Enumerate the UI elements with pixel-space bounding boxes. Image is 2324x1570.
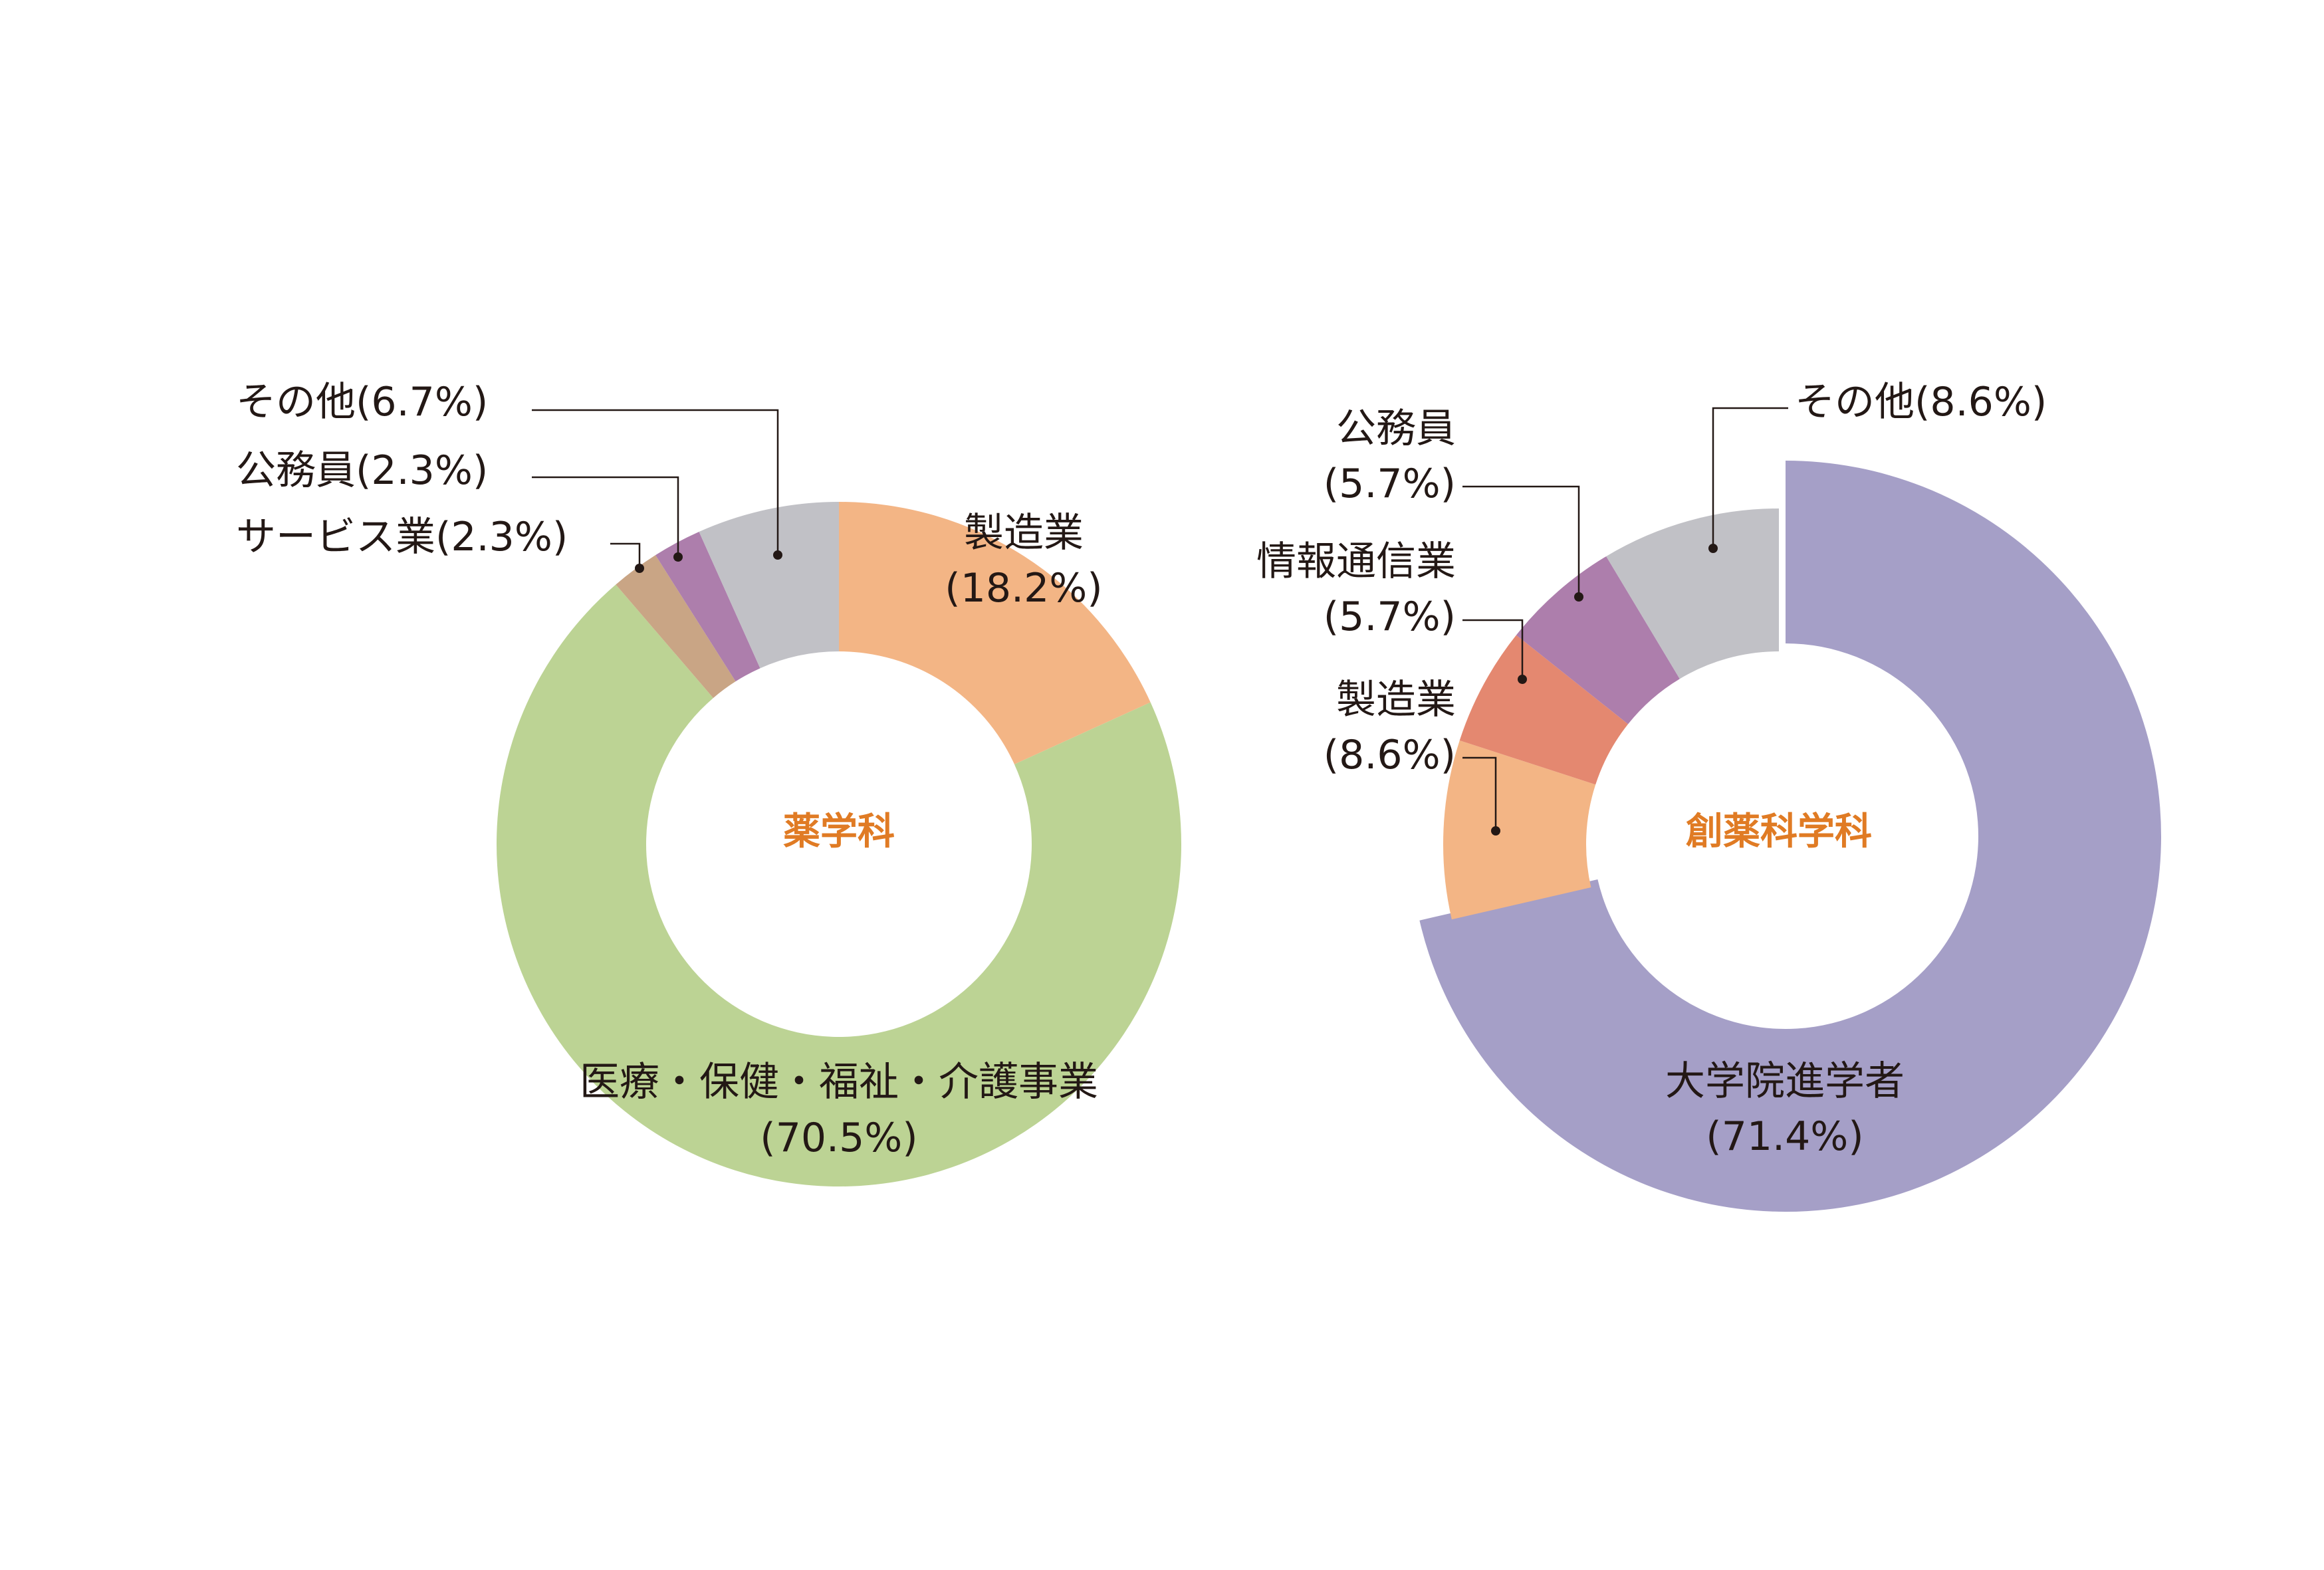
slice-label-manufacturing: 製造業: [964, 510, 1084, 556]
svg-text:サービス業(2.3%): サービス業(2.3%): [236, 514, 568, 560]
slice-pct-ict-right: (5.7%): [1324, 594, 1456, 640]
slice-pct-medical: (70.5%): [760, 1115, 917, 1161]
svg-text:その他(8.6%): その他(8.6%): [1795, 379, 2047, 425]
donut-chart-pharmacy: [497, 502, 1182, 1186]
leader-dot-public-servant: [673, 552, 683, 562]
donut-slice: [655, 531, 760, 682]
leader-dot-other-right: [1708, 544, 1718, 553]
leader-line-public-servant: [532, 476, 679, 557]
slice-label-service: サービス業: [236, 514, 435, 560]
center-label-pharmacy: 薬学科: [783, 810, 895, 853]
slice-label-medical: 医療・保健・福祉・介護事業: [580, 1059, 1098, 1105]
slice-label-other: その他: [236, 379, 356, 425]
leader-line-other: [532, 409, 779, 555]
leader-dot-service: [635, 564, 644, 573]
donut-slice: [497, 584, 1182, 1186]
slice-label-public-servant-right: 公務員: [1336, 405, 1456, 452]
donut-slice: [839, 502, 1151, 764]
donut-slice: [1419, 461, 2162, 1212]
slice-label-other-right: その他: [1795, 379, 1915, 425]
leader-line-public-servant-right: [1462, 485, 1580, 597]
slice-pct-public-servant-right: (5.7%): [1324, 461, 1456, 507]
leader-line-ict-right: [1462, 619, 1524, 679]
donut-slice: [616, 555, 736, 699]
slice-label-public-servant: 公務員: [236, 447, 356, 494]
donut-slice: [699, 502, 839, 669]
slice-label-manufacturing-right: 製造業: [1336, 677, 1456, 723]
leader-dot-other: [773, 550, 782, 560]
leader-dot-ict-right: [1518, 675, 1527, 684]
leader-dot-public-servant-right: [1574, 592, 1583, 602]
slice-label-graduate-school: 大学院進学者: [1665, 1058, 1905, 1105]
slice-pct-manufacturing-right: (8.6%): [1324, 732, 1456, 778]
leader-dot-manufacturing-right: [1491, 826, 1500, 836]
leader-line-other-right: [1712, 407, 1788, 548]
slice-pct-service: (2.3%): [435, 514, 568, 560]
slice-pct-other-right: (8.6%): [1915, 379, 2047, 425]
slice-pct-graduate-school: (71.4%): [1706, 1113, 1863, 1160]
slice-pct-other: (6.7%): [356, 379, 488, 425]
svg-text:公務員(2.3%): 公務員(2.3%): [236, 447, 488, 494]
donut-slice: [1606, 508, 1779, 679]
svg-text:その他(6.7%): その他(6.7%): [236, 379, 488, 425]
leader-line-service: [610, 542, 641, 568]
slice-pct-manufacturing: (18.2%): [945, 565, 1102, 612]
donut-chart-drug-discovery: [1419, 461, 2162, 1212]
slice-label-ict-right: 情報通信業: [1256, 538, 1456, 585]
slice-pct-public-servant: (2.3%): [356, 447, 488, 494]
center-label-drug-discovery: 創薬科学科: [1686, 810, 1872, 853]
donut-slice: [1516, 556, 1680, 725]
donut-slice: [1443, 740, 1596, 920]
donut-slice: [1459, 635, 1629, 785]
leader-line-manufacturing-right: [1462, 756, 1497, 831]
